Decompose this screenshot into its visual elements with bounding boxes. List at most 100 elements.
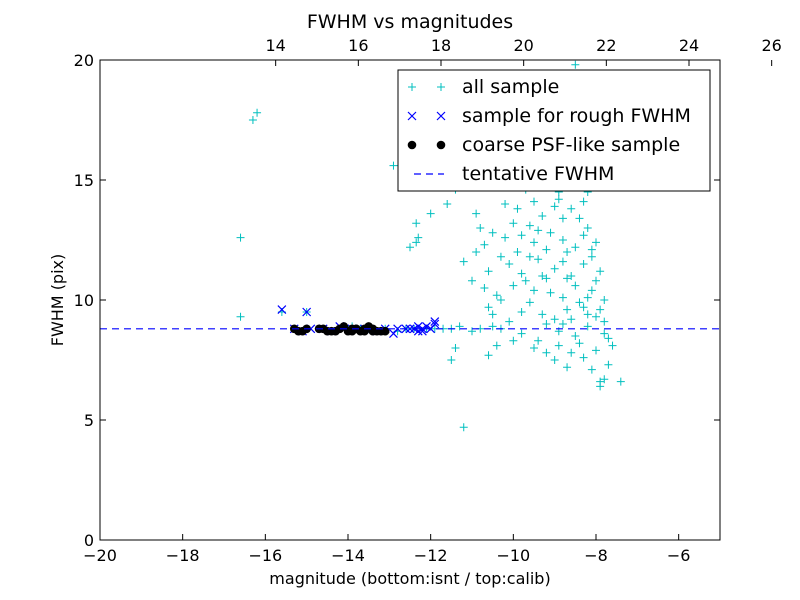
sample-for-rough-fwhm-point xyxy=(393,324,403,334)
all-sample-point xyxy=(600,375,609,384)
all-sample-point xyxy=(480,240,489,249)
all-sample-point xyxy=(509,336,518,345)
legend-label-rough-sample: sample for rough FWHM xyxy=(462,105,691,127)
coarse-psf-like-sample-point xyxy=(331,326,340,336)
all-sample-point xyxy=(550,356,559,364)
all-sample-point xyxy=(567,348,576,357)
top-x-tick-label: 20 xyxy=(513,36,533,55)
all-sample-point xyxy=(513,204,522,213)
all-sample-point xyxy=(538,272,547,280)
all-sample-point xyxy=(558,257,567,266)
legend-marker xyxy=(436,111,446,121)
axis-ticks: −20 −18 −16 −14 −12 −10 −8 −6 14 16 18 20 22 24 26 0 5 10… xyxy=(74,36,782,565)
all-sample-point xyxy=(563,363,572,372)
all-sample-point xyxy=(517,269,526,278)
all-sample-point xyxy=(426,209,435,218)
legend-frame xyxy=(397,69,711,192)
all-sample-point xyxy=(236,233,245,242)
all-sample-point xyxy=(563,248,572,256)
all-sample-point xyxy=(525,252,534,261)
all-sample-point xyxy=(571,332,580,340)
all-sample-point xyxy=(248,116,257,124)
all-sample-point xyxy=(459,423,468,432)
sample-for-rough-fwhm-point xyxy=(430,317,440,327)
all-sample-point xyxy=(592,346,600,355)
all-sample-point xyxy=(579,197,588,206)
x-axis-label: magnitude (bottom:isnt / top:calib) xyxy=(269,569,550,588)
all-sample-point xyxy=(558,320,567,328)
all-sample-point xyxy=(554,195,563,204)
all-sample-point xyxy=(587,245,596,254)
all-sample-point xyxy=(513,248,522,256)
all-sample-point xyxy=(575,298,584,307)
all-sample-point xyxy=(583,310,592,319)
coarse-psf-like-sample-point xyxy=(368,326,378,336)
legend-marker xyxy=(408,83,416,91)
all-sample-point xyxy=(472,209,481,218)
all-sample-point xyxy=(604,360,613,369)
top-x-tick-label: 18 xyxy=(431,36,451,55)
all-sample-point xyxy=(496,296,505,304)
all-sample-point xyxy=(530,238,538,247)
top-x-tick-label: 22 xyxy=(596,36,616,55)
all-sample-point xyxy=(468,276,476,285)
all-sample-point xyxy=(587,286,596,295)
x-tick-label: −6 xyxy=(667,546,691,565)
coarse-psf-like-sample-point xyxy=(318,324,328,334)
all-sample-point xyxy=(521,276,530,285)
all-sample-point xyxy=(592,312,600,321)
legend-marker xyxy=(407,111,417,121)
all-sample-point xyxy=(517,308,526,316)
plot-marks xyxy=(100,60,720,432)
all-sample-point xyxy=(447,356,456,364)
legend-marker xyxy=(436,140,446,150)
sample-for-rough-fwhm-point xyxy=(405,324,415,334)
all-sample-point xyxy=(389,161,398,170)
legend-markers xyxy=(407,83,446,175)
all-sample-point xyxy=(492,341,501,350)
all-sample-point xyxy=(472,248,481,256)
y-tick-label: 5 xyxy=(84,411,94,430)
all-sample-point xyxy=(451,344,460,352)
all-sample-point xyxy=(484,351,493,360)
all-sample-point xyxy=(480,284,489,292)
y-tick-label: 15 xyxy=(74,171,94,190)
x-tick-label: −16 xyxy=(248,546,282,565)
all-sample-point xyxy=(550,264,559,273)
all-sample-point xyxy=(501,200,510,208)
legend: all sample sample for rough FWHM coarse … xyxy=(397,69,711,192)
all-sample-point xyxy=(488,310,497,319)
all-sample-point xyxy=(253,108,262,117)
y-axis-label: FWHM (pix) xyxy=(48,254,67,347)
all-sample-point xyxy=(406,243,414,252)
legend-label-coarse-sample: coarse PSF-like sample xyxy=(462,134,680,156)
all-sample-point xyxy=(525,298,534,307)
all-sample-point xyxy=(542,245,551,254)
all-sample-point xyxy=(414,233,423,242)
all-sample-point xyxy=(575,214,584,223)
all-sample-point xyxy=(538,310,547,319)
top-x-tick-label: 26 xyxy=(761,36,781,55)
all-sample-point xyxy=(567,272,576,280)
y-tick-label: 20 xyxy=(74,51,94,70)
all-sample-point xyxy=(542,274,551,283)
x-tick-label: −10 xyxy=(496,546,530,565)
x-tick-label: −18 xyxy=(166,546,200,565)
all-sample-point xyxy=(554,341,563,350)
all-sample-point xyxy=(534,336,543,345)
all-sample-point xyxy=(443,200,452,208)
all-sample-point xyxy=(517,231,526,240)
all-sample-point xyxy=(583,224,592,232)
chart-title: FWHM vs magnitudes xyxy=(307,11,513,33)
all-sample-point xyxy=(600,317,609,326)
all-sample-point xyxy=(492,291,501,300)
y-tick-label: 0 xyxy=(84,531,94,550)
all-sample-point xyxy=(484,267,493,276)
all-sample-point xyxy=(583,322,592,331)
all-sample-point xyxy=(484,303,493,312)
all-sample-point xyxy=(592,276,600,285)
y-tick-label: 10 xyxy=(74,291,94,310)
all-sample-point xyxy=(579,303,588,312)
all-sample-point xyxy=(571,281,580,290)
